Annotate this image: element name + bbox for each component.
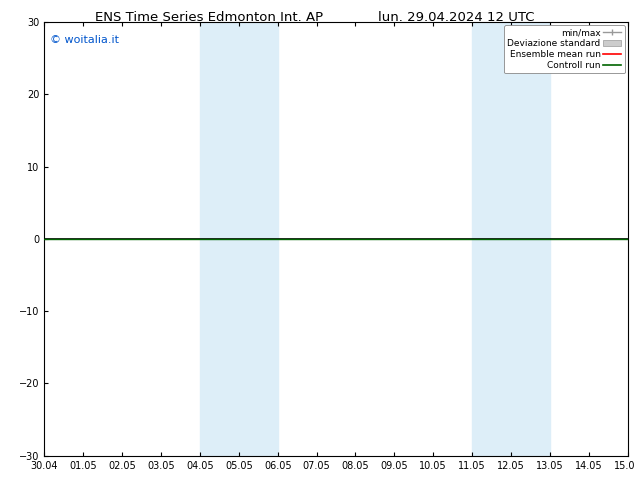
Text: ENS Time Series Edmonton Int. AP: ENS Time Series Edmonton Int. AP xyxy=(95,11,323,24)
Legend: min/max, Deviazione standard, Ensemble mean run, Controll run: min/max, Deviazione standard, Ensemble m… xyxy=(504,25,625,74)
Bar xyxy=(472,22,511,456)
Bar xyxy=(511,22,550,456)
Text: lun. 29.04.2024 12 UTC: lun. 29.04.2024 12 UTC xyxy=(378,11,534,24)
Text: © woitalia.it: © woitalia.it xyxy=(50,35,119,45)
Bar xyxy=(239,22,278,456)
Bar xyxy=(200,22,239,456)
